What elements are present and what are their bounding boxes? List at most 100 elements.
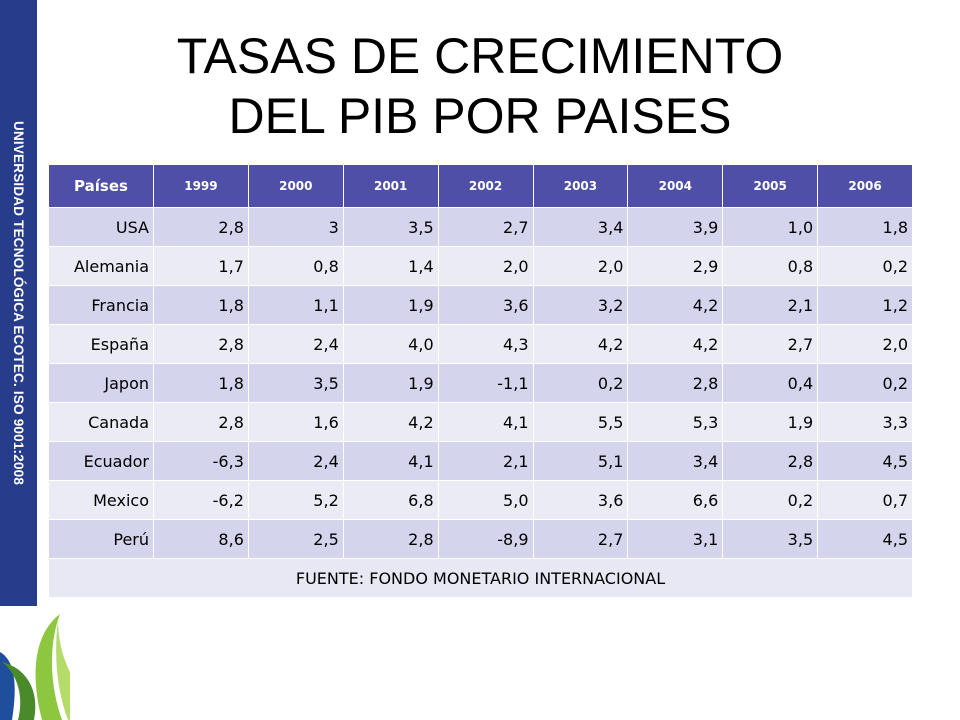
growth-value-cell: 2,7 [437,207,534,247]
country-cell: Francia [48,285,154,325]
growth-value-cell: 1,7 [153,246,249,286]
growth-value-cell: 2,7 [722,324,819,364]
table-row: Ecuador -6,3 2,4 4,1 2,1 5,1 3,4 2,8 4,5 [48,441,913,481]
growth-value-cell: 1,9 [342,363,439,403]
growth-value-cell: 2,4 [247,324,344,364]
logo-leaf-dark-green [2,662,36,720]
growth-value-cell: 0,4 [722,363,819,403]
growth-value-cell: -1,1 [437,363,534,403]
growth-value-cell: 2,9 [627,246,724,286]
growth-value-cell: 5,5 [532,402,629,442]
title-line-1: TASAS DE CRECIMIENTO [176,28,784,84]
university-sidebar-band: UNIVERSIDAD TECNOLÓGICA ECOTEC. ISO 9001… [0,0,37,606]
growth-value-cell: 0,8 [247,246,344,286]
growth-value-cell: 3 [247,207,344,247]
growth-value-cell: 2,5 [247,519,344,559]
column-header-year: 2004 [627,164,724,208]
growth-value-cell: 3,1 [627,519,724,559]
growth-value-cell: 5,3 [627,402,724,442]
country-cell: España [48,324,154,364]
growth-value-cell: 4,5 [817,441,913,481]
growth-value-cell: 2,0 [817,324,913,364]
growth-value-cell: 2,8 [342,519,439,559]
growth-value-cell: 4,3 [437,324,534,364]
table-footer-row: FUENTE: FONDO MONETARIO INTERNACIONAL [48,558,913,598]
growth-value-cell: 2,8 [627,363,724,403]
growth-value-cell: 2,1 [722,285,819,325]
growth-value-cell: 2,0 [437,246,534,286]
growth-value-cell: 2,4 [247,441,344,481]
table-body: USA 2,8 3 3,5 2,7 3,4 3,9 1,0 1,8 Alemania 1,7 0,8 1… [48,207,913,559]
growth-value-cell: 3,5 [342,207,439,247]
table-row: Mexico -6,2 5,2 6,8 5,0 3,6 6,6 0,2 0,7 [48,480,913,520]
growth-value-cell: 2,8 [153,324,249,364]
growth-value-cell: 1,8 [153,285,249,325]
growth-value-cell: 8,6 [153,519,249,559]
growth-value-cell: 3,5 [722,519,819,559]
growth-value-cell: 1,9 [722,402,819,442]
column-header-year: 1999 [153,164,249,208]
column-header-year: 2005 [722,164,819,208]
table-row: España 2,8 2,4 4,0 4,3 4,2 4,2 2,7 2,0 [48,324,913,364]
growth-value-cell: 1,8 [817,207,913,247]
table-row: Canada 2,8 1,6 4,2 4,1 5,5 5,3 1,9 3,3 [48,402,913,442]
growth-value-cell: 3,6 [437,285,534,325]
growth-value-cell: 5,0 [437,480,534,520]
growth-value-cell: 0,2 [817,363,913,403]
column-header-countries: Países [48,164,154,208]
growth-value-cell: 6,8 [342,480,439,520]
country-cell: Mexico [48,480,154,520]
growth-value-cell: 1,0 [722,207,819,247]
growth-value-cell: 0,2 [532,363,629,403]
growth-value-cell: 1,8 [153,363,249,403]
growth-value-cell: 2,8 [153,402,249,442]
table-row: Japon 1,8 3,5 1,9 -1,1 0,2 2,8 0,4 0,2 [48,363,913,403]
growth-value-cell: 4,2 [532,324,629,364]
country-cell: USA [48,207,154,247]
growth-value-cell: 2,0 [532,246,629,286]
growth-value-cell: 4,2 [342,402,439,442]
column-header-year: 2000 [247,164,344,208]
title-line-2: DEL PIB POR PAISES [228,88,732,144]
column-header-year: 2002 [437,164,534,208]
growth-value-cell: 4,1 [437,402,534,442]
growth-value-cell: 1,9 [342,285,439,325]
growth-value-cell: 4,5 [817,519,913,559]
growth-value-cell: 0,7 [817,480,913,520]
column-header-year: 2006 [817,164,913,208]
country-cell: Perú [48,519,154,559]
growth-value-cell: 0,8 [722,246,819,286]
growth-value-cell: 2,7 [532,519,629,559]
table-row: Francia 1,8 1,1 1,9 3,6 3,2 4,2 2,1 1,2 [48,285,913,325]
country-cell: Japon [48,363,154,403]
growth-value-cell: 4,0 [342,324,439,364]
ecotec-leaf-logo-icon [0,614,70,720]
growth-value-cell: 5,2 [247,480,344,520]
growth-value-cell: 4,1 [342,441,439,481]
table-row: Alemania 1,7 0,8 1,4 2,0 2,0 2,9 0,8 0,2 [48,246,913,286]
growth-value-cell: 3,2 [532,285,629,325]
gdp-growth-table: Países 1999 2000 2001 2002 2003 2004 200… [48,164,913,598]
growth-value-cell: 1,6 [247,402,344,442]
growth-value-cell: 3,4 [532,207,629,247]
growth-value-cell: 2,1 [437,441,534,481]
growth-value-cell: 2,8 [722,441,819,481]
slide-title: TASAS DE CRECIMIENTO DEL PIB POR PAISES [40,26,920,146]
country-cell: Canada [48,402,154,442]
growth-value-cell: 3,5 [247,363,344,403]
university-name: UNIVERSIDAD TECNOLÓGICA ECOTEC. ISO 9001… [11,120,26,486]
growth-value-cell: 3,4 [627,441,724,481]
growth-value-cell: 3,6 [532,480,629,520]
table-header-row: Países 1999 2000 2001 2002 2003 2004 200… [48,164,913,208]
country-cell: Ecuador [48,441,154,481]
column-header-year: 2001 [342,164,439,208]
growth-value-cell: 4,2 [627,285,724,325]
logo-leaf-green [35,614,62,720]
growth-value-cell: 1,1 [247,285,344,325]
growth-value-cell: 1,2 [817,285,913,325]
growth-value-cell: 4,2 [627,324,724,364]
growth-value-cell: 1,4 [342,246,439,286]
growth-value-cell: 5,1 [532,441,629,481]
growth-value-cell: 0,2 [817,246,913,286]
logo-leaf-blue [0,652,15,720]
